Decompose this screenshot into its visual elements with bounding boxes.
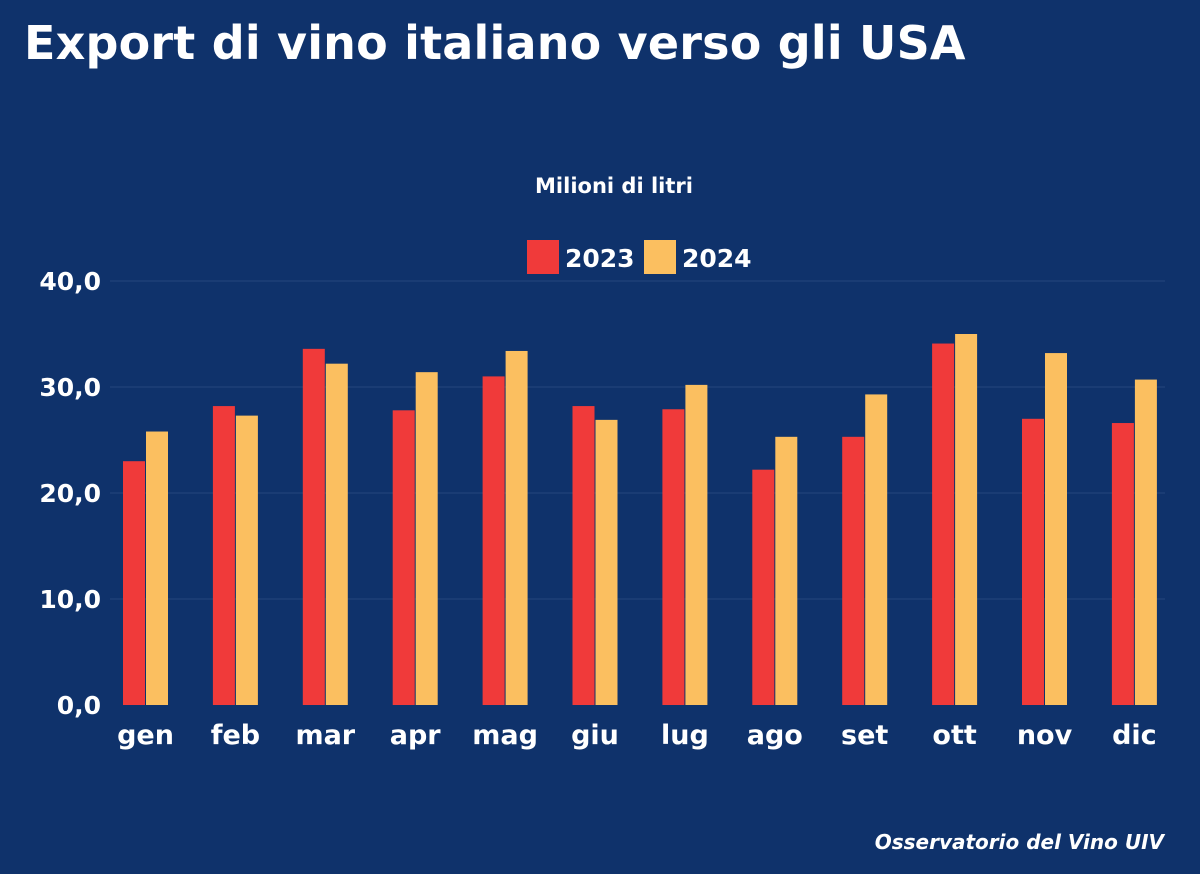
bar-2024-lug [685, 384, 708, 705]
bar-2024-giu [595, 419, 618, 705]
legend-swatch-2024 [644, 240, 676, 274]
bar-2024-nov [1045, 353, 1067, 705]
y-tick-label: 0,0 [57, 691, 101, 720]
bar-2023-feb [212, 406, 235, 705]
bar-2024-mag [505, 350, 528, 705]
bar-2024-mar [325, 363, 348, 705]
y-tick-label: 40,0 [39, 267, 101, 296]
x-tick-label: set [841, 720, 888, 751]
chart-title: Export di vino italiano verso gli USA [24, 16, 966, 70]
bar-2023-dic [1111, 423, 1134, 705]
legend-label-2023: 2023 [565, 244, 635, 273]
x-tick-label: mar [295, 720, 355, 751]
bar-2024-dic [1134, 379, 1157, 705]
bar-2023-gen [123, 461, 145, 705]
bar-2023-mag [482, 376, 505, 705]
bar-2023-ago [752, 469, 775, 705]
bar-2023-ott [932, 343, 955, 705]
bar-2024-apr [415, 372, 438, 705]
x-tick-label: giu [571, 720, 619, 751]
bar-2023-nov [1022, 418, 1044, 705]
bar-2023-mar [302, 348, 325, 705]
bar-2023-lug [662, 409, 685, 705]
legend-swatch-2023 [527, 240, 559, 274]
y-tick-label: 10,0 [39, 585, 101, 614]
bar-2024-gen [146, 431, 168, 705]
bar-2024-ago [775, 436, 798, 705]
x-tick-label: lug [661, 720, 709, 751]
x-tick-label: mag [472, 720, 538, 751]
x-tick-label: apr [390, 720, 442, 751]
bar-2024-feb [235, 415, 258, 705]
bar-2023-giu [572, 406, 595, 705]
source-credit: Osservatorio del Vino UIV [874, 830, 1164, 854]
x-tick-label: dic [1112, 720, 1157, 751]
bar-2023-set [842, 436, 865, 705]
x-tick-label: nov [1017, 720, 1073, 751]
legend-label-2024: 2024 [682, 244, 752, 273]
bar-2024-set [865, 394, 888, 705]
x-tick-label: ott [932, 720, 976, 751]
x-tick-label: ago [747, 720, 803, 751]
chart-subtitle: Milioni di litri [535, 174, 693, 198]
bar-2023-apr [392, 410, 415, 705]
x-tick-label: gen [117, 720, 174, 751]
y-tick-label: 30,0 [39, 373, 101, 402]
y-tick-label: 20,0 [39, 479, 101, 508]
bar-2024-ott [955, 334, 978, 705]
x-tick-label: feb [211, 720, 260, 751]
